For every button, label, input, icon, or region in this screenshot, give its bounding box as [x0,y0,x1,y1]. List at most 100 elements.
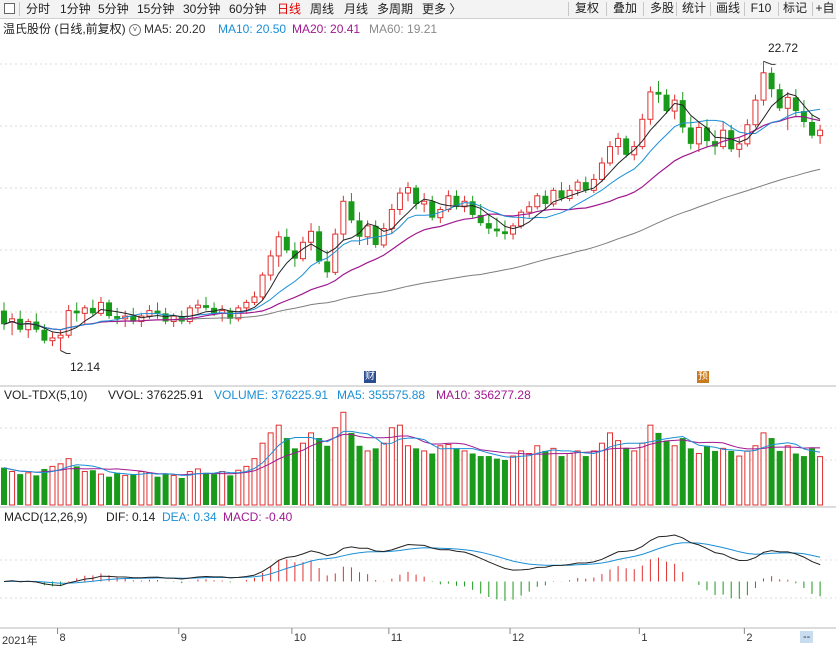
volume-bar-up [340,411,347,506]
candle-body-down [1,310,7,325]
period-tab-weekly[interactable]: 周线 [310,2,335,16]
period-tab-more[interactable]: 更多 〉 [422,2,462,16]
volume-bar-up [590,450,597,506]
volume-bar-up [405,445,411,506]
candle-body-up [138,315,145,323]
period-tab-1min[interactable]: 1分钟 [60,2,91,16]
ma5-line [3,93,821,334]
volume-bar-down [17,474,24,505]
volume-indicator-name[interactable]: VOL-TDX(5,10) [4,388,88,402]
candle-body-up [57,334,64,339]
volume-bar-up [243,465,250,506]
volume-bar-down [809,448,815,505]
candle-body-up [267,255,274,276]
period-tab-5min[interactable]: 5分钟 [98,2,129,16]
period-tab-15min[interactable]: 15分钟 [137,2,175,16]
volume-bar-down [558,456,565,505]
candle-body-down [106,302,113,317]
volume-bar-down [623,448,630,505]
volume-bar-up [736,455,743,506]
f10-button[interactable]: F10 [750,1,772,15]
volume-bar-up [510,455,517,506]
forecast-event-marker[interactable]: 预 [697,371,709,383]
volume-bar-down [800,456,807,505]
candle-body-down [679,100,686,128]
volume-bar-up [784,445,791,506]
candle-body-up [574,181,581,191]
macd-indicator-name[interactable]: MACD(12,26,9) [4,510,88,524]
ma60-readout: MA60: 19.21 [369,22,438,36]
earnings-event-marker[interactable]: 财 [364,371,376,383]
candle-body-up [49,337,56,342]
candle-body-up [437,208,444,219]
statistics-button[interactable]: 统计 [681,1,706,15]
custom-add-button[interactable]: +自 [815,1,835,15]
volume-bar-up [631,450,638,506]
volume-bar-down [413,448,420,505]
volume-bar-up [388,427,395,506]
volume-bar-down [89,470,96,505]
volume-bar-down [1,467,7,505]
candle-body-up [566,189,573,200]
volume-bar-up [97,473,104,506]
x-axis-label: 11 [390,632,403,644]
ma5-readout: MA5: 20.20 [144,22,206,36]
candle-body-up [308,230,315,243]
candle-body-up [421,200,428,205]
multi-stock-button[interactable]: 多股 [649,1,674,15]
volume-bar-down [41,468,48,505]
volume-bar-down [429,453,436,505]
candle-body-down [413,187,420,204]
volume-bar-up [461,450,468,506]
candle-body-down [73,310,80,314]
volume-bar-up [526,453,533,506]
mark-button[interactable]: 标记 [782,1,807,15]
volume-bar-up [81,471,88,506]
fuquan-button[interactable]: 复权 [574,1,599,15]
dea-readout: DEA: 0.34 [162,510,217,524]
overlay-button[interactable]: 叠加 [612,1,637,15]
volume-bar-down [283,438,290,505]
volume-bar-up [251,458,258,506]
volume-bar-down [348,432,355,505]
candle-body-up [25,321,32,331]
volume-bar-up [138,471,145,506]
period-tab-60min[interactable]: 60分钟 [229,2,267,16]
volume-bar-up [607,432,613,506]
candle-body-down [356,220,363,237]
volume-bar-down [582,456,589,505]
candle-body-up [81,307,88,314]
volume-bar-up [615,440,622,506]
period-tab-30min[interactable]: 30分钟 [183,2,221,16]
draw-line-button[interactable]: 画线 [715,1,740,15]
candle-body-up [736,143,743,150]
period-tab-daily[interactable]: 日线 [277,2,302,16]
candle-body-up [243,301,250,309]
candle-body-down [130,316,137,322]
dropdown-icon[interactable]: ˅ [129,24,142,36]
candle-body-up [396,192,403,210]
volume-bar-up [817,456,824,506]
candle-body-up [97,301,104,314]
volume-bar-up [308,432,315,506]
volume-bar-up [194,468,201,506]
period-tab-multi[interactable]: 多周期 [377,2,414,16]
volume-bar-up [647,424,654,506]
candle-body-up [598,162,605,180]
volume-bar-up [219,471,226,506]
stock-title[interactable]: 温氏股份 (日线,前复权) ˅ [3,22,142,36]
x-axis-label: 12 [512,632,525,644]
volume-bar-down [453,448,460,505]
period-tab-monthly[interactable]: 月线 [344,2,369,16]
x-axis-label: 9 [180,632,187,644]
toolbar-divider [568,2,569,16]
candle-body-up [817,129,824,137]
volume-bar-up [639,442,646,506]
volume-readout: VOLUME: 376225.91 [214,388,329,402]
candle-body-down [154,310,161,314]
volume-bar-down [687,448,694,505]
window-square-icon[interactable] [4,3,15,14]
dea-line [3,542,821,584]
period-tab-fenshi[interactable]: 分时 [26,2,51,16]
candle-body-up [275,236,282,257]
